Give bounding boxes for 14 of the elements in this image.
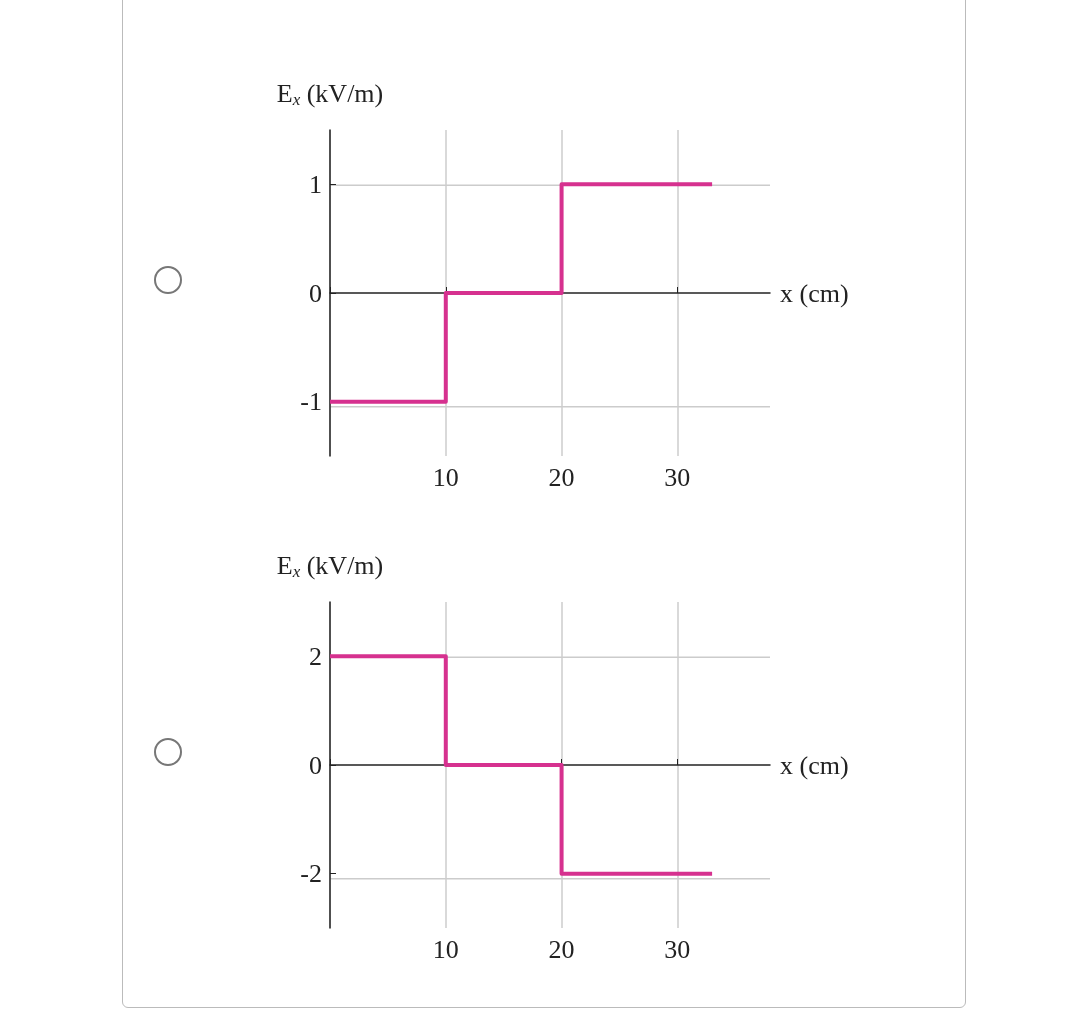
y-tick-label: 0 (309, 750, 322, 780)
x-axis-title: x (cm) (780, 750, 849, 780)
x-tick-label: 30 (664, 934, 691, 964)
x-tick-label: 30 (664, 462, 691, 492)
y-tick-label: 0 (309, 278, 322, 308)
y-tick-label: 2 (309, 641, 322, 671)
x-tick-label: 20 (548, 462, 575, 492)
x-tick-label: 20 (548, 934, 575, 964)
y-tick-label: -2 (300, 859, 322, 889)
x-axis-title: x (cm) (780, 278, 849, 308)
x-tick-label: 10 (432, 934, 459, 964)
x-tick-label: 10 (432, 462, 459, 492)
y-tick-label: -1 (300, 387, 322, 417)
y-tick-label: 1 (309, 169, 322, 199)
